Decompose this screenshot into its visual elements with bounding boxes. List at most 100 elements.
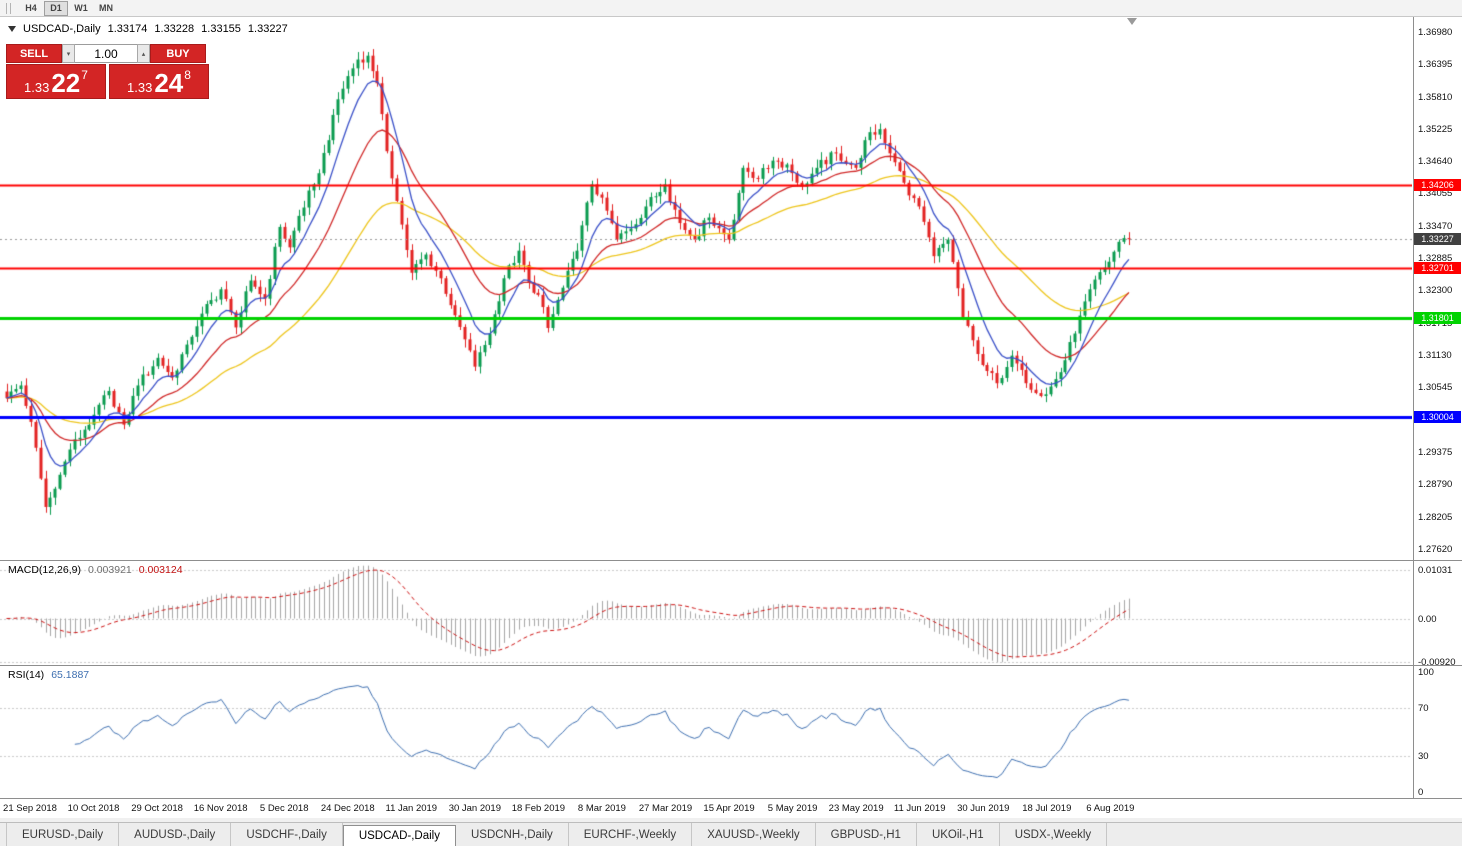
tab-eurusd-daily[interactable]: EURUSD-,Daily (6, 823, 120, 846)
time-tick-label: 23 May 2019 (828, 803, 884, 814)
price-axis[interactable]: 1.36980 1.36395 1.35810 1.35225 1.34640 1.340… (1413, 17, 1462, 799)
time-tick-label: 30 Jun 2019 (957, 803, 1010, 814)
price-tick-label: 1.35810 (1418, 91, 1453, 103)
period-button-d1[interactable]: D1 (44, 0, 68, 16)
tab-gbpusd-h1[interactable]: GBPUSD-,H1 (816, 823, 917, 846)
tab-usdchf-daily[interactable]: USDCHF-,Daily (231, 823, 343, 846)
macd-pane: MACD(12,26,9) 0.003921 0.003124 (0, 561, 1412, 665)
price-tick-label: 1.32885 (1418, 253, 1453, 265)
volume-increase-button[interactable] (137, 44, 150, 63)
time-tick-label: 8 Mar 2019 (577, 803, 626, 814)
period-buttons-group: H4 D1 W1 MN (19, 0, 119, 16)
main-chart-canvas[interactable] (0, 17, 1412, 560)
sell-button[interactable]: SELL (6, 44, 62, 63)
macd-tick-label: -0.00920 (1418, 656, 1456, 668)
current-price-badge: 1.33227 (1414, 233, 1461, 246)
chart-shift-marker[interactable] (1127, 18, 1137, 25)
period-button-h4[interactable]: H4 (19, 1, 43, 16)
price-tick-label: 1.28205 (1418, 511, 1453, 523)
tab-eurchf-weekly[interactable]: EURCHF-,Weekly (569, 823, 693, 846)
pane-divider[interactable] (0, 798, 1462, 799)
price-tick-label: 1.33470 (1418, 220, 1453, 232)
tab-xauusd-weekly[interactable]: XAUUSD-,Weekly (692, 823, 816, 846)
rsi-tick-label: 70 (1418, 703, 1429, 714)
period-button-mn[interactable]: MN (94, 1, 118, 16)
bid-point: 7 (81, 68, 88, 82)
period-toolbar: H4 D1 W1 MN (0, 0, 1462, 17)
level-price-badge: 1.31801 (1414, 311, 1461, 324)
time-tick-label: 11 Jan 2019 (385, 803, 438, 814)
chart-window: USDCAD-,Daily 1.33174 1.33228 1.33155 1.… (0, 17, 1462, 818)
time-tick-label: 21 Sep 2018 (3, 803, 57, 814)
tab-usdx-weekly[interactable]: USDX-,Weekly (1000, 823, 1108, 846)
time-tick-label: 10 Oct 2018 (67, 803, 120, 814)
sell-price-button[interactable]: 1.33 22 7 (6, 64, 106, 99)
time-tick-label: 18 Jul 2019 (1022, 803, 1072, 814)
time-tick-label: 24 Dec 2018 (320, 803, 375, 814)
time-axis[interactable]: 21 Sep 2018 10 Oct 2018 29 Oct 2018 16 Nov … (0, 799, 1462, 818)
time-tick-label: 5 Dec 2018 (259, 803, 309, 814)
price-tick-label: 1.36395 (1418, 59, 1453, 71)
price-tick-label: 1.27620 (1418, 543, 1453, 555)
ask-pips: 24 (154, 68, 184, 98)
price-pane: USDCAD-,Daily 1.33174 1.33228 1.33155 1.… (0, 17, 1412, 560)
one-click-toggle-icon[interactable] (8, 26, 16, 32)
price-tick-label: 1.34055 (1418, 188, 1453, 200)
level-price-badge: 1.30004 (1414, 411, 1461, 424)
tab-audusd-daily[interactable]: AUDUSD-,Daily (119, 823, 232, 846)
time-tick-label: 30 Jan 2019 (448, 803, 501, 814)
pane-divider[interactable] (0, 665, 1462, 666)
time-tick-label: 16 Nov 2018 (193, 803, 248, 814)
tab-usdcnh-daily[interactable]: USDCNH-,Daily (456, 823, 569, 846)
buy-button[interactable]: BUY (150, 44, 206, 63)
macd-tick-label: 0.00 (1418, 613, 1437, 625)
macd-canvas[interactable] (0, 561, 1412, 665)
price-tick-label: 1.34640 (1418, 156, 1453, 168)
price-tick-label: 1.29375 (1418, 447, 1453, 458)
rsi-tick-label: 0 (1418, 787, 1424, 798)
rsi-tick-label: 30 (1418, 751, 1429, 762)
level-price-badge: 1.32701 (1414, 262, 1461, 275)
rsi-indicator-label: RSI(14) 65.1887 (8, 669, 90, 681)
rsi-tick-label: 100 (1418, 667, 1434, 678)
time-tick-label: 5 May 2019 (767, 803, 818, 814)
ask-handle: 1.33 (127, 80, 153, 95)
ohlc-readout: USDCAD-,Daily 1.33174 1.33228 1.33155 1.… (8, 23, 288, 35)
price-tick-label: 1.30545 (1418, 382, 1453, 394)
buy-price-button[interactable]: 1.33 24 8 (109, 64, 209, 99)
ohlc-close: 1.33227 (247, 23, 288, 35)
ohlc-high: 1.33228 (154, 23, 195, 35)
level-price-badge: 1.34206 (1414, 179, 1461, 192)
volume-decrease-button[interactable] (62, 44, 75, 63)
rsi-pane: RSI(14) 65.1887 (0, 666, 1412, 798)
price-tick-label: 1.31130 (1418, 350, 1452, 362)
chart-symbol-period: USDCAD-,Daily (23, 23, 101, 35)
pane-divider[interactable] (0, 560, 1462, 561)
volume-input[interactable] (75, 44, 137, 63)
macd-tick-label: 0.01031 (1418, 565, 1453, 576)
chart-tab-bar: EURUSD-,Daily AUDUSD-,Daily USDCHF-,Daily U… (0, 822, 1462, 846)
time-tick-label: 27 Mar 2019 (638, 803, 693, 814)
time-tick-label: 29 Oct 2018 (131, 803, 183, 814)
price-tick-label: 1.32300 (1418, 285, 1453, 297)
time-tick-label: 6 Aug 2019 (1086, 803, 1135, 814)
macd-indicator-label: MACD(12,26,9) 0.003921 0.003124 (8, 564, 183, 576)
time-tick-label: 11 Jun 2019 (893, 803, 946, 814)
price-tick-label: 1.28790 (1418, 479, 1453, 491)
bid-handle: 1.33 (24, 80, 50, 95)
time-tick-label: 18 Feb 2019 (511, 803, 566, 814)
toolbar-grip[interactable] (6, 2, 11, 14)
one-click-trading-panel: SELL BUY 1.33 22 7 1.33 24 8 (6, 44, 209, 99)
rsi-canvas[interactable] (0, 666, 1412, 798)
tab-usdcad-daily[interactable]: USDCAD-,Daily (342, 825, 456, 846)
price-tick-label: 1.35225 (1418, 123, 1453, 135)
price-tick-label: 1.36980 (1418, 26, 1453, 38)
period-button-w1[interactable]: W1 (69, 1, 93, 16)
ohlc-open: 1.33174 (107, 23, 148, 35)
ask-point: 8 (184, 68, 191, 82)
tab-ukoil-h1[interactable]: UKOil-,H1 (917, 823, 1000, 846)
time-tick-label: 15 Apr 2019 (703, 803, 755, 814)
bid-pips: 22 (51, 68, 81, 98)
ohlc-low: 1.33155 (201, 23, 241, 35)
